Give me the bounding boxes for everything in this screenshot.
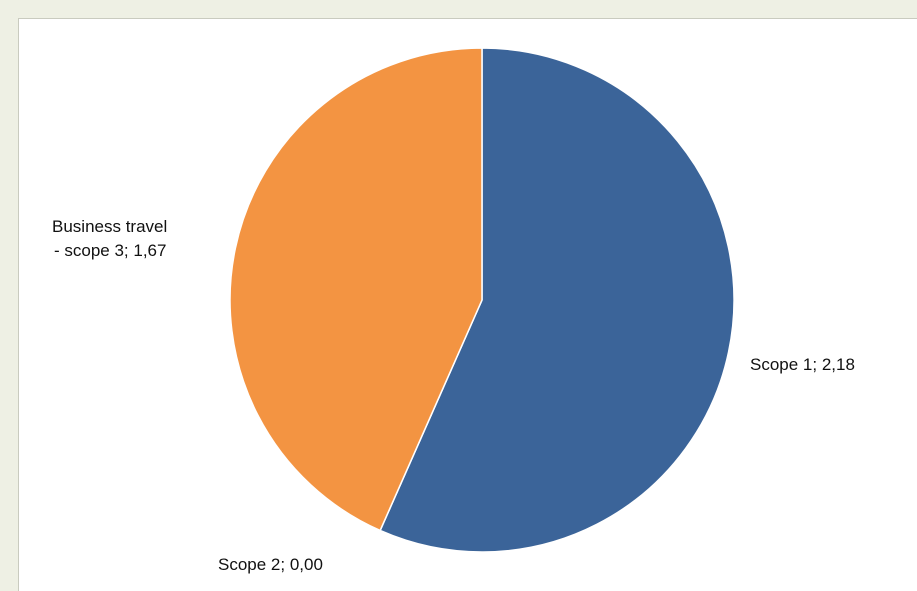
pie-slice-scope-1 — [379, 47, 735, 553]
data-label-scope-2: Scope 2; 0,00 — [218, 555, 323, 574]
data-label-business-travel: Business travel - scope 3; 1,67 — [52, 217, 172, 260]
data-label-scope-1: Scope 1; 2,18 — [750, 355, 855, 374]
pie-slice-business-travel — [229, 47, 483, 532]
pie-slices — [229, 47, 735, 553]
